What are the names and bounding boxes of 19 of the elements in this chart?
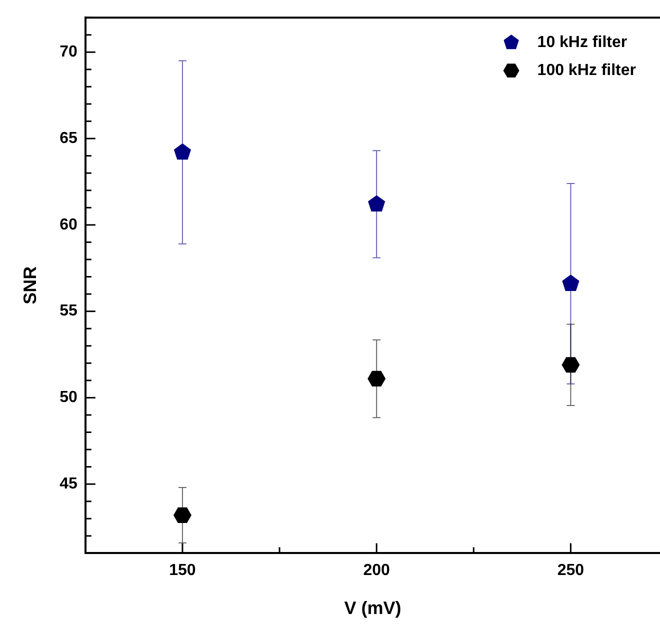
point xyxy=(562,274,580,291)
point xyxy=(368,370,386,386)
point xyxy=(174,143,192,160)
point xyxy=(562,357,580,373)
point xyxy=(173,507,192,523)
y-tick-label: 55 xyxy=(60,302,78,320)
x-axis-title: V (mV) xyxy=(344,598,402,618)
x-tick-label: 250 xyxy=(557,562,584,580)
y-tick-label: 50 xyxy=(60,389,78,406)
point xyxy=(368,195,386,212)
legend-label: 100 kHz filter xyxy=(537,62,636,80)
y-tick-label: 65 xyxy=(60,130,78,147)
y-tick-label: 60 xyxy=(60,216,78,234)
legend-label: 10 kHz filter xyxy=(537,34,628,52)
y-tick-label: 45 xyxy=(60,475,78,492)
x-tick-label: 150 xyxy=(169,562,196,580)
y-tick-label: 70 xyxy=(60,44,78,61)
y-axis-title: SNR xyxy=(20,266,40,304)
x-tick-label: 200 xyxy=(363,562,390,580)
